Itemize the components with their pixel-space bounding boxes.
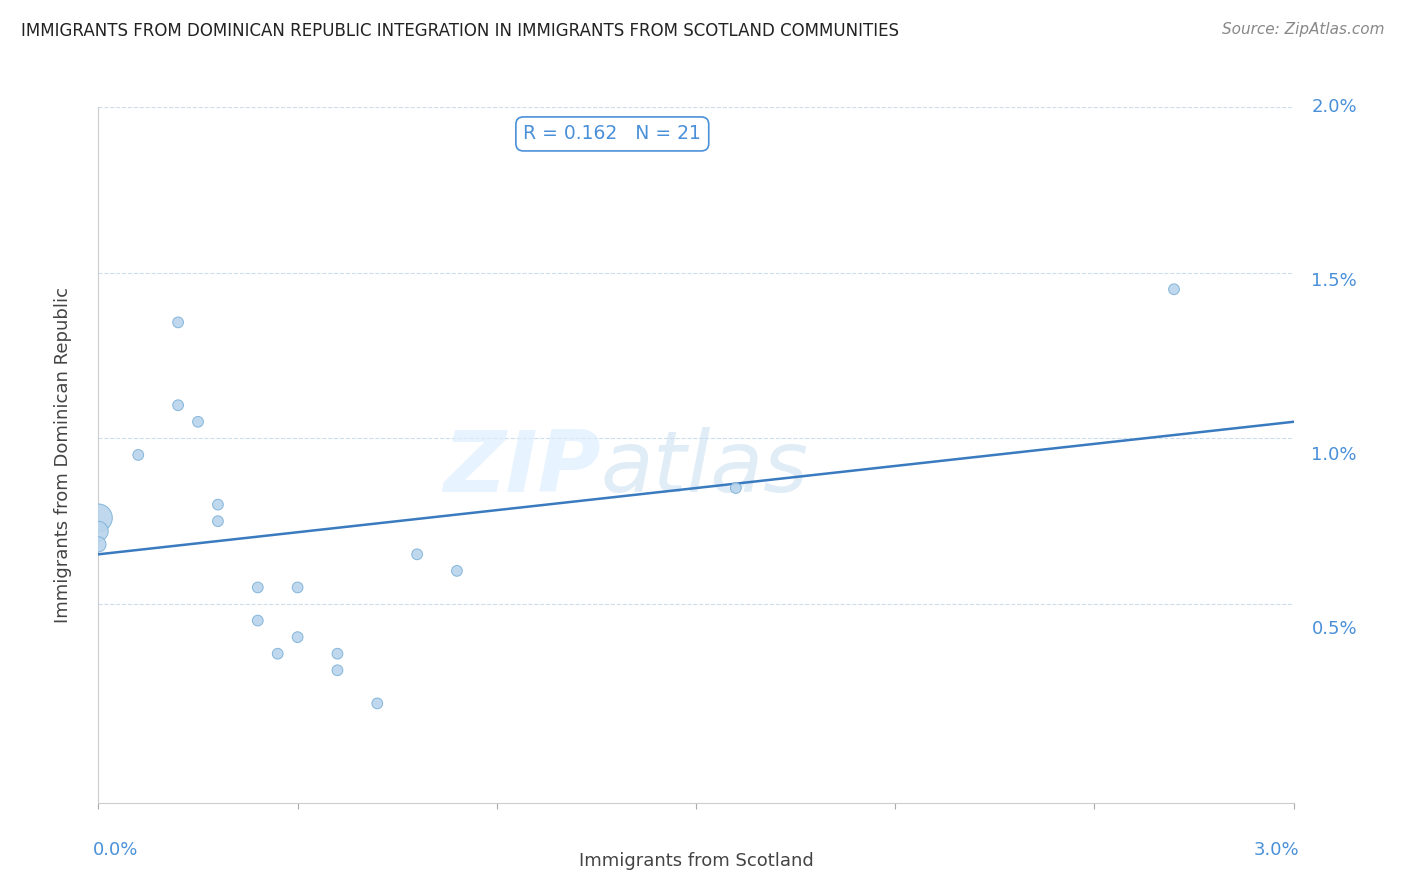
Text: Source: ZipAtlas.com: Source: ZipAtlas.com [1222, 22, 1385, 37]
Text: 1.0%: 1.0% [1312, 446, 1357, 464]
Point [87, 524, 110, 538]
Point [187, 415, 209, 429]
Point [406, 547, 429, 561]
Text: IMMIGRANTS FROM DOMINICAN REPUBLIC INTEGRATION IN IMMIGRANTS FROM SCOTLAND COMMU: IMMIGRANTS FROM DOMINICAN REPUBLIC INTEG… [21, 22, 898, 40]
Point [326, 647, 349, 661]
Point [127, 448, 149, 462]
Point [287, 581, 309, 595]
Point [366, 697, 388, 711]
Point [287, 630, 309, 644]
Point [724, 481, 747, 495]
Text: R = 0.162   N = 21: R = 0.162 N = 21 [523, 124, 702, 144]
Point [207, 514, 229, 528]
Text: 0.0%: 0.0% [93, 841, 138, 859]
Point [167, 315, 190, 329]
Point [87, 511, 110, 525]
Point [167, 398, 190, 412]
Text: atlas: atlas [600, 427, 808, 510]
X-axis label: Immigrants from Scotland: Immigrants from Scotland [579, 852, 813, 870]
Point [446, 564, 468, 578]
Point [1163, 282, 1185, 296]
Point [87, 537, 110, 551]
Y-axis label: Immigrants from Dominican Republic: Immigrants from Dominican Republic [53, 287, 72, 623]
Text: ZIP: ZIP [443, 427, 600, 510]
Text: 1.5%: 1.5% [1312, 272, 1357, 290]
Text: 0.5%: 0.5% [1312, 620, 1357, 638]
Point [246, 614, 269, 628]
Point [246, 581, 269, 595]
Text: 3.0%: 3.0% [1254, 841, 1299, 859]
Point [326, 663, 349, 677]
Point [207, 498, 229, 512]
Point [267, 647, 290, 661]
Text: 2.0%: 2.0% [1312, 98, 1357, 116]
